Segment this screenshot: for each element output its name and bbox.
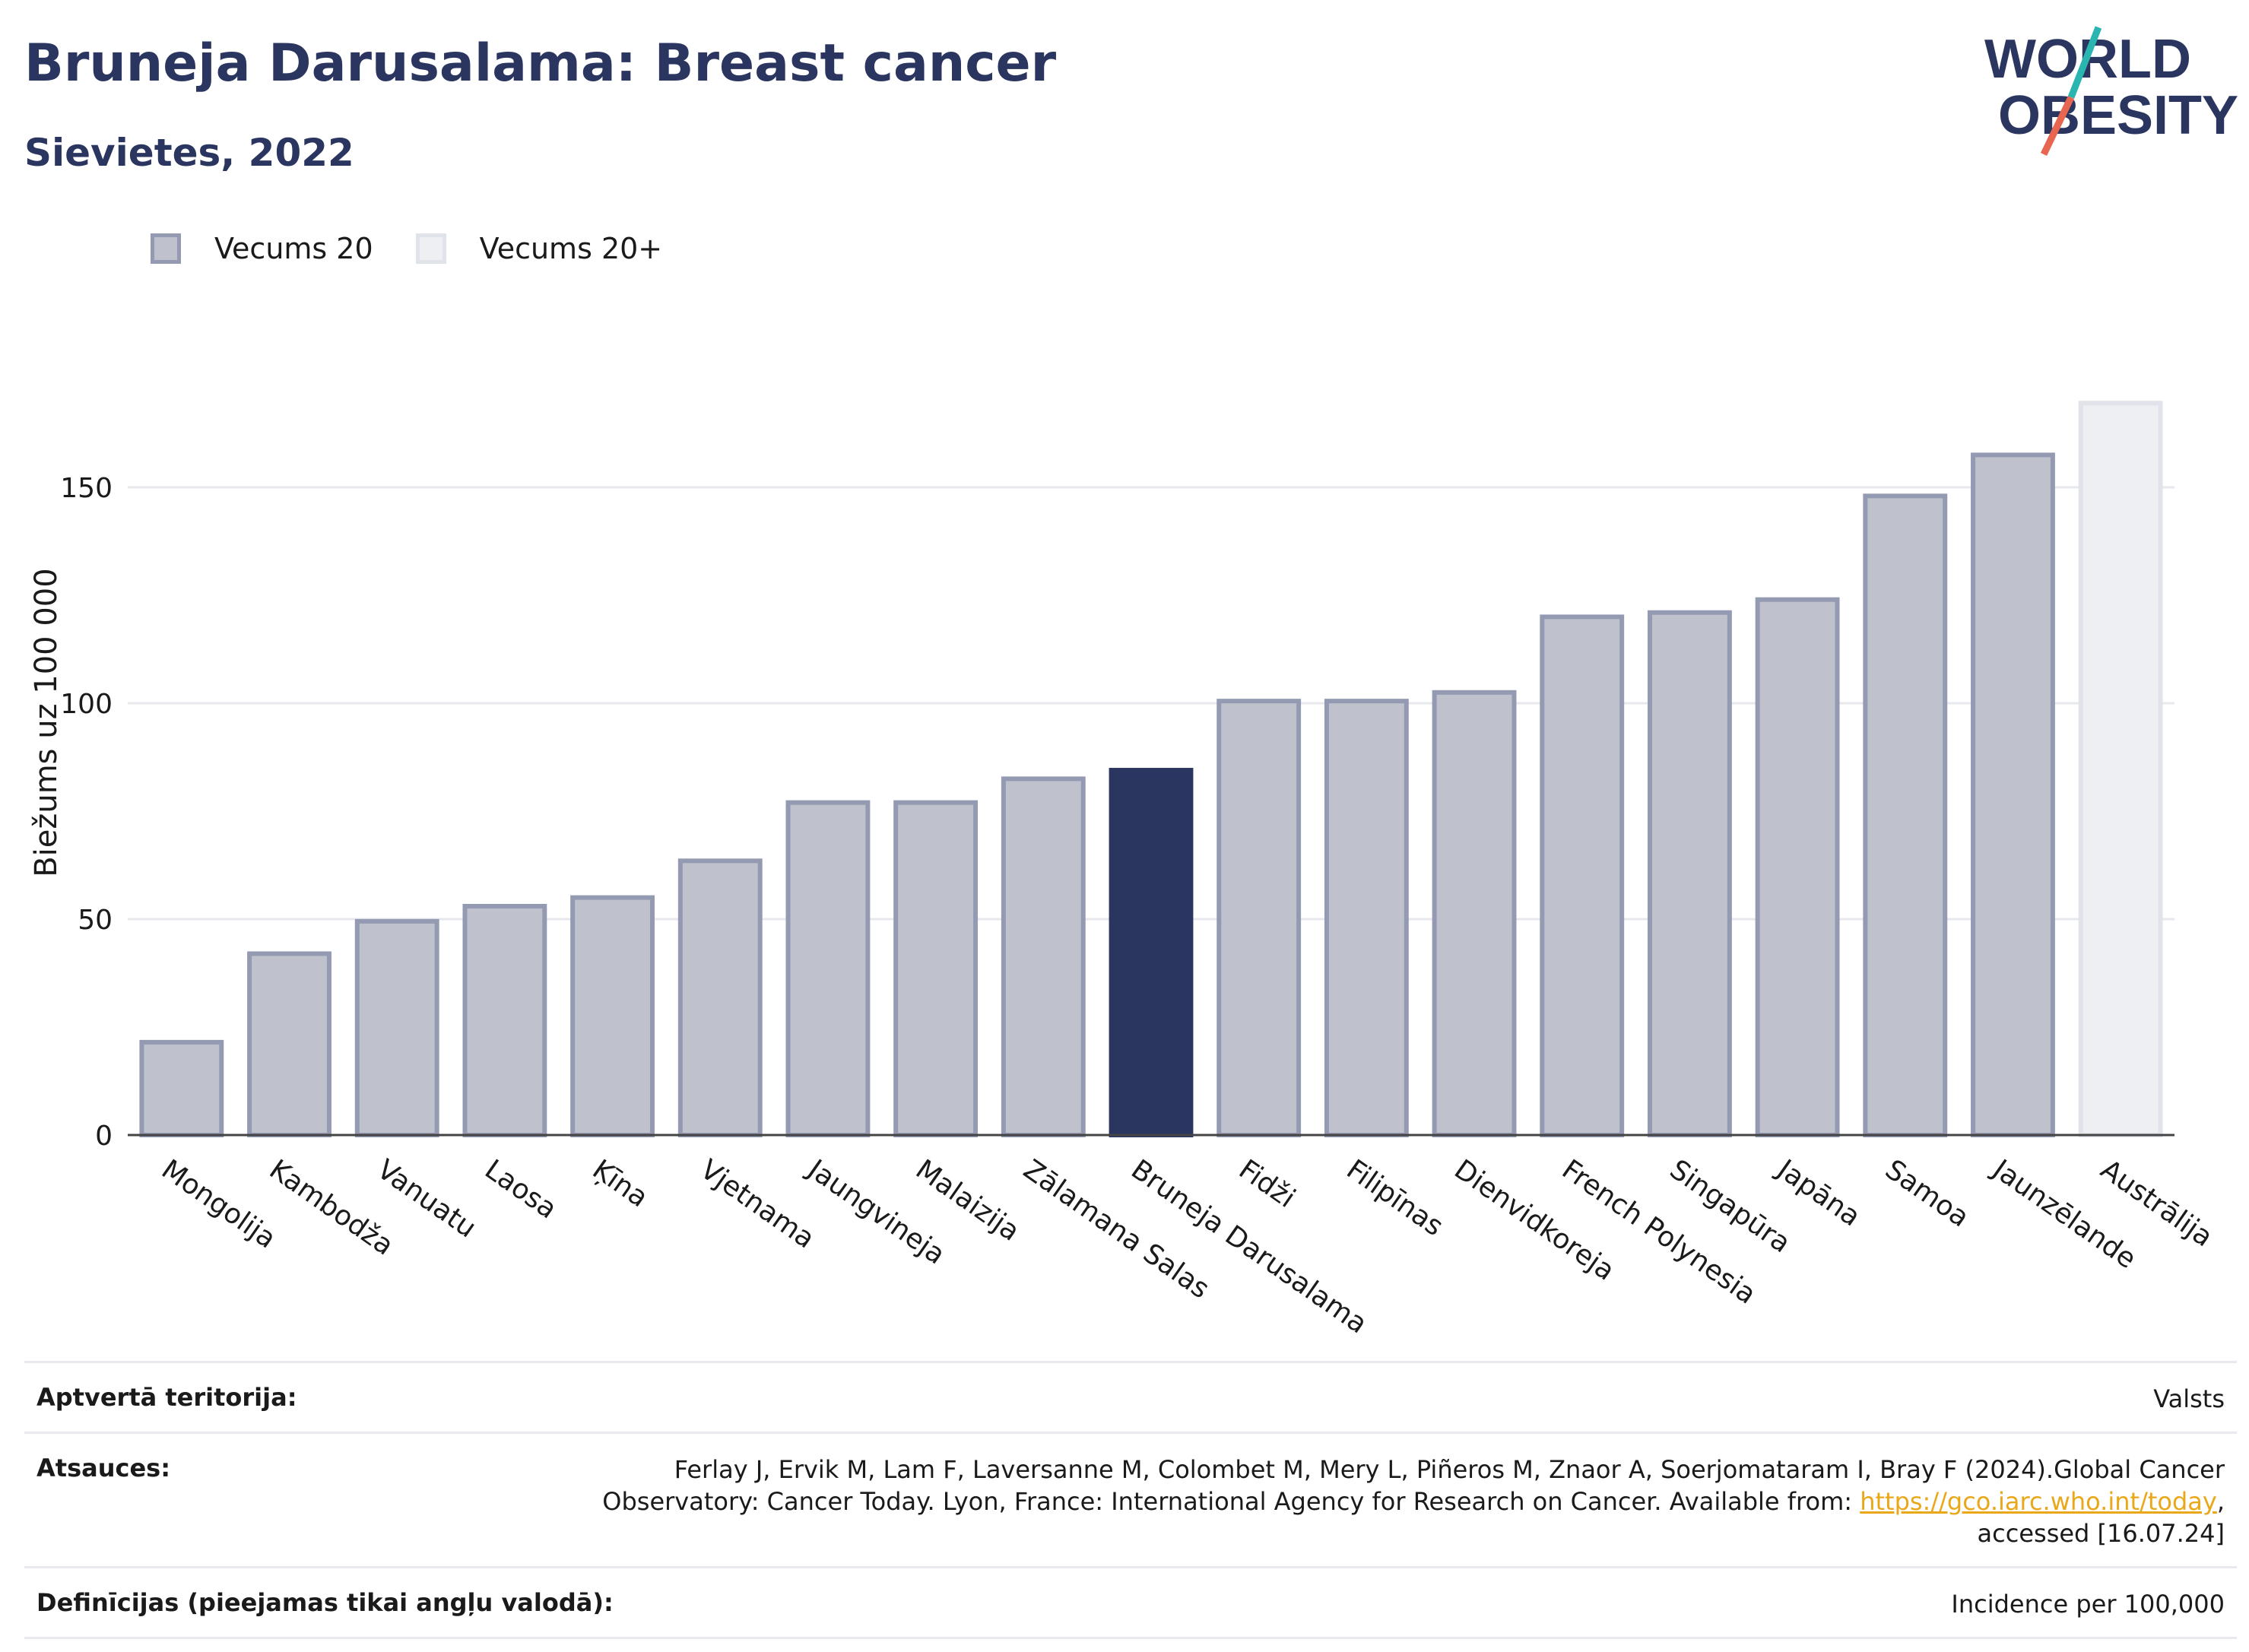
legend-label: Vecums 20: [214, 232, 373, 265]
x-tick-label: Japāna: [1771, 1153, 1866, 1233]
bar: [354, 918, 439, 1137]
x-tick-label: Mongolija: [156, 1154, 281, 1255]
legend-item-age-20: Vecums 20: [151, 232, 373, 265]
x-tick-label: Ķīna: [587, 1154, 654, 1214]
bar: [1755, 597, 1840, 1137]
bar: [785, 800, 871, 1137]
x-tick-label: Vjetnama: [694, 1154, 820, 1255]
chart-legend: Vecums 20 Vecums 20+: [151, 222, 705, 275]
bar: [1432, 690, 1517, 1137]
bar: [677, 858, 763, 1137]
footer-row-definitions: Definīcijas (pieejamas tikai angļu valod…: [24, 1566, 2237, 1639]
bar: [1647, 610, 1732, 1137]
reference-line-2: Observatory: Cancer Today. Lyon, France:…: [602, 1487, 2225, 1516]
logo-word-obesity: OBESITY: [1998, 85, 2238, 146]
footer-value-references: Ferlay J, Ervik M, Lam F, Laversanne M, …: [602, 1454, 2225, 1549]
footer-key: Definīcijas (pieejamas tikai angļu valod…: [36, 1588, 614, 1617]
bar: [247, 951, 331, 1137]
chart-footer: Aptvertā teritorija: Valsts Atsauces: Fe…: [24, 1361, 2237, 1639]
legend-item-age-20-plus: Vecums 20+: [415, 232, 663, 265]
x-tick-label: Laosa: [479, 1154, 563, 1226]
bar: [1971, 452, 2055, 1137]
bar: [570, 895, 655, 1137]
x-tick-label: French Polynesia: [1556, 1154, 1762, 1311]
y-axis-label: Biežums uz 100 000: [29, 568, 64, 877]
footer-value: Incidence per 100,000: [1951, 1590, 2225, 1619]
x-tick-label: Samoa: [1879, 1154, 1975, 1234]
x-tick-label: Fidži: [1233, 1154, 1301, 1214]
reference-line-3: accessed [16.07.24]: [1977, 1519, 2225, 1548]
y-tick-label: 50: [78, 905, 113, 936]
chart-subtitle: Sievietes, 2022: [24, 131, 354, 175]
legend-label: Vecums 20+: [479, 232, 663, 265]
bar: [1540, 614, 1625, 1137]
y-tick-label: 100: [60, 689, 113, 720]
x-tick-label: Zālamana Salas: [1017, 1154, 1214, 1305]
x-tick-label: Filipīnas: [1341, 1154, 1449, 1243]
bar: [1001, 776, 1086, 1138]
bar: [1216, 699, 1302, 1137]
bar: [1324, 699, 1409, 1137]
reference-link[interactable]: https://gco.iarc.who.int/today: [1860, 1487, 2217, 1516]
bar: [1863, 493, 1948, 1137]
y-tick-label: 150: [60, 473, 113, 504]
footer-row-references: Atsauces: Ferlay J, Ervik M, Lam F, Lave…: [24, 1432, 2237, 1566]
legend-swatch-age-20: [151, 233, 181, 264]
bar: [1109, 768, 1194, 1137]
footer-key: Atsauces:: [36, 1454, 170, 1482]
bar: [139, 1039, 224, 1138]
legend-swatch-age-20-plus: [415, 233, 446, 264]
bar: [462, 903, 547, 1137]
bar: [893, 800, 979, 1137]
y-tick-label: 0: [95, 1121, 113, 1152]
reference-line-1: Ferlay J, Ervik M, Lam F, Laversanne M, …: [674, 1455, 2225, 1484]
footer-key: Aptvertā teritorija:: [36, 1383, 297, 1412]
chart-title: Bruneja Darusalama: Breast cancer: [24, 33, 1057, 94]
world-obesity-logo: WORLD OBESITY: [1984, 26, 2238, 156]
footer-value: Valsts: [2153, 1384, 2225, 1413]
footer-row-territory: Aptvertā teritorija: Valsts: [24, 1361, 2237, 1432]
bar: [2078, 401, 2163, 1137]
